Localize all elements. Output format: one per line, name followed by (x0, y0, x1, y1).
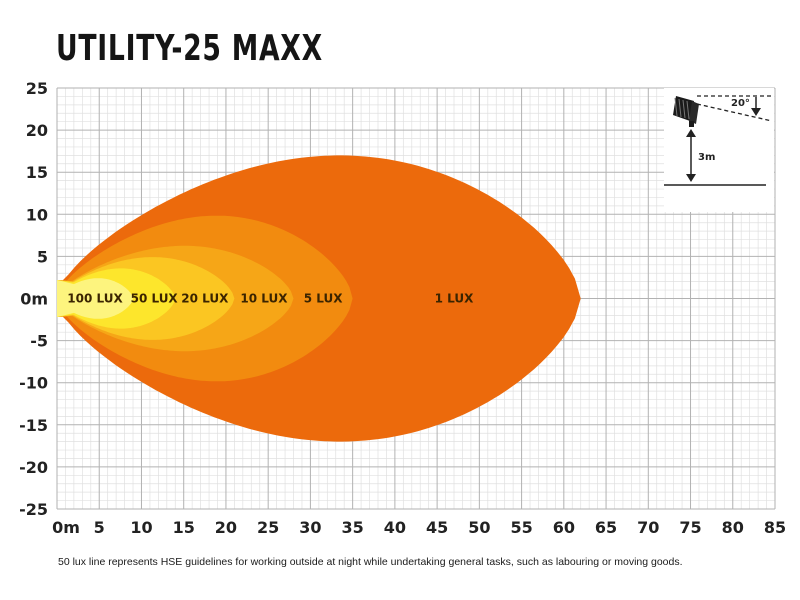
x-tick-label: 35 (342, 518, 364, 537)
lamp-icon (673, 96, 699, 127)
angle-label: 20° (731, 98, 750, 109)
x-tick-label: 10 (130, 518, 152, 537)
x-tick-label: 80 (722, 518, 744, 537)
axis-ticks: 0m 5 10 15 20 25 30 35 40 45 50 55 60 65 70 75 80 8525201… (19, 79, 786, 537)
footnote: 50 lux line represents HSE guidelines fo… (58, 556, 683, 568)
y-tick-label: -5 (30, 332, 48, 351)
y-tick-label: 5 (37, 247, 48, 266)
x-tick-label: 70 (637, 518, 659, 537)
x-tick-label: 0m (52, 518, 80, 537)
y-tick-label: -20 (19, 458, 48, 477)
zone-100-lux (57, 278, 133, 319)
x-tick-label: 50 (468, 518, 490, 537)
height-label: 3m (698, 152, 715, 163)
x-tick-label: 45 (426, 518, 448, 537)
x-tick-label: 75 (679, 518, 701, 537)
height-arrow-down (686, 174, 696, 182)
x-tick-label: 60 (553, 518, 575, 537)
height-arrow-up (686, 129, 696, 137)
x-tick-label: 55 (510, 518, 532, 537)
zone-label: 5 LUX (304, 292, 343, 306)
x-tick-label: 85 (764, 518, 786, 537)
x-tick-label: 40 (384, 518, 406, 537)
y-tick-label: 25 (26, 79, 48, 98)
y-tick-label: 15 (26, 163, 48, 182)
y-tick-label: -15 (19, 416, 48, 435)
y-tick-label: -10 (19, 374, 48, 393)
y-tick-label: 20 (26, 121, 48, 140)
zone-label: 100 LUX (67, 292, 123, 306)
zone-label: 1 LUX (435, 292, 474, 306)
x-tick-label: 20 (215, 518, 237, 537)
y-tick-label: 10 (26, 205, 48, 224)
angle-arrow-head (751, 108, 761, 116)
zone-label: 50 LUX (131, 292, 179, 306)
mounting-inset: 20° 3m (664, 88, 774, 212)
chart-title: UTILITY-25 MAXX (56, 28, 323, 69)
beam-angle-line (696, 103, 773, 122)
x-tick-label: 65 (595, 518, 617, 537)
x-tick-label: 5 (94, 518, 105, 537)
y-tick-label: 0m (20, 290, 48, 309)
zone-label: 20 LUX (181, 292, 229, 306)
x-tick-label: 25 (257, 518, 279, 537)
lux-zones (57, 155, 581, 442)
y-tick-label: -25 (19, 500, 48, 519)
x-tick-label: 30 (299, 518, 321, 537)
zone-label: 10 LUX (240, 292, 288, 306)
x-tick-label: 15 (173, 518, 195, 537)
